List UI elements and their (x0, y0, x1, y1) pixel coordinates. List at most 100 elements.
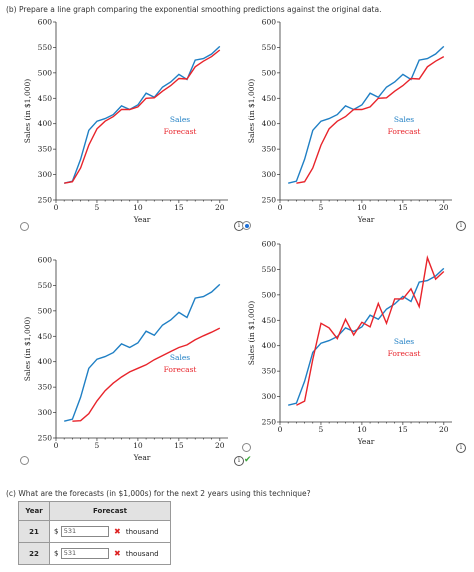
y-tick-label: 350 (262, 145, 277, 154)
y-tick-label: 550 (38, 281, 53, 290)
legend-sales: Sales (170, 115, 190, 124)
x-tick-label: 15 (398, 203, 408, 212)
y-tick-label: 450 (262, 316, 277, 325)
incorrect-x-icon: ✖ (113, 526, 121, 536)
legend-forecast: Forecast (164, 127, 197, 136)
x-tick-label: 15 (174, 203, 184, 212)
y-tick-label: 500 (38, 306, 53, 315)
y-tick-label: 550 (262, 43, 277, 52)
y-tick-label: 550 (262, 265, 277, 274)
y-tick-label: 250 (262, 196, 277, 205)
part-b-text: Prepare a line graph comparing the expon… (19, 5, 382, 14)
sales-series-line (64, 283, 221, 422)
currency-symbol: $ (54, 549, 59, 558)
option-radio-top-right[interactable] (242, 221, 251, 230)
x-axis-title: Year (133, 453, 151, 462)
y-axis-title: Sales (in $1,000) (247, 79, 256, 143)
x-tick-label: 20 (215, 203, 225, 212)
x-tick-label: 0 (54, 203, 59, 212)
info-glyph: i (238, 457, 240, 464)
forecast-table: Year Forecast 21 $ 531 ✖ thousand 22 $ 5… (18, 501, 171, 565)
y-tick-label: 250 (262, 418, 277, 427)
info-icon-bottom-left[interactable]: i (234, 456, 244, 466)
x-tick-label: 5 (319, 203, 324, 212)
chart-top-right: 250 300 350 400 450 500 550 600 0 5 10 15 20 Year Sale… (247, 18, 452, 224)
sales-series-line (64, 45, 221, 184)
x-tick-label: 20 (439, 425, 449, 434)
x-tick-label: 10 (357, 203, 367, 212)
x-tick-label: 5 (95, 441, 100, 450)
part-b-question: (b) Prepare a line graph comparing the e… (6, 5, 381, 14)
x-tick-label: 0 (278, 425, 283, 434)
option-radio-bottom-right[interactable] (242, 443, 251, 452)
year-cell: 22 (18, 542, 50, 565)
forecast-series-line (296, 55, 445, 184)
sales-series-line (288, 45, 445, 184)
info-icon-bottom-right[interactable]: i (456, 443, 466, 453)
chart-top-left: 250 300 350 400 450 500 550 600 0 5 10 15 20 Year Sale… (23, 18, 228, 224)
info-icon-top-right[interactable]: i (456, 221, 466, 231)
y-tick-label: 300 (38, 170, 53, 179)
chart-bottom-right: 250 300 350 400 450 500 550 600 0 5 10 15 20 Year Sale… (247, 240, 452, 446)
part-c-text: What are the forecasts (in $1,000s) for … (18, 489, 311, 498)
y-tick-label: 450 (262, 94, 277, 103)
legend-forecast: Forecast (388, 349, 421, 358)
part-c-label: (c) (6, 489, 16, 498)
legend-forecast: Forecast (164, 365, 197, 374)
currency-symbol: $ (54, 527, 59, 536)
y-axis-title: Sales (in $1,000) (247, 301, 256, 365)
x-tick-label: 15 (398, 425, 408, 434)
unit-label: thousand (125, 549, 159, 558)
forecast-cell: $ 531 ✖ thousand (49, 542, 171, 565)
x-tick-label: 20 (439, 203, 449, 212)
y-tick-label: 350 (38, 383, 53, 392)
table-header-row: Year Forecast (18, 501, 171, 521)
x-tick-label: 0 (278, 203, 283, 212)
option-radio-top-left[interactable] (20, 222, 29, 231)
x-tick-label: 5 (319, 425, 324, 434)
year-cell: 21 (18, 520, 50, 543)
legend-sales: Sales (170, 353, 190, 362)
x-tick-label: 15 (174, 441, 184, 450)
y-tick-label: 450 (38, 332, 53, 341)
legend-sales: Sales (394, 337, 414, 346)
y-tick-label: 600 (262, 18, 277, 27)
x-axis-title: Year (357, 437, 375, 446)
legend-forecast: Forecast (388, 127, 421, 136)
legend-sales: Sales (394, 115, 414, 124)
y-axis-title: Sales (in $1,000) (23, 317, 32, 381)
x-tick-label: 0 (54, 441, 59, 450)
forecast-input-21[interactable]: 531 (60, 526, 109, 537)
info-glyph: i (238, 222, 240, 229)
y-tick-label: 550 (38, 43, 53, 52)
forecast-input-22[interactable]: 531 (60, 548, 109, 559)
y-tick-label: 600 (38, 18, 53, 27)
y-tick-label: 300 (262, 170, 277, 179)
option-radio-bottom-left[interactable] (20, 456, 29, 465)
check-icon: ✔ (244, 455, 252, 465)
part-b-label: (b) (6, 5, 17, 14)
x-tick-label: 10 (357, 425, 367, 434)
y-tick-label: 400 (262, 119, 277, 128)
y-tick-label: 250 (38, 196, 53, 205)
y-tick-label: 400 (262, 341, 277, 350)
unit-label: thousand (125, 527, 159, 536)
y-tick-label: 500 (262, 68, 277, 77)
forecast-series-line (296, 255, 445, 406)
y-tick-label: 350 (262, 367, 277, 376)
x-tick-label: 20 (215, 441, 225, 450)
x-tick-label: 10 (133, 203, 143, 212)
y-tick-label: 500 (38, 68, 53, 77)
y-tick-label: 300 (262, 392, 277, 401)
x-tick-label: 5 (95, 203, 100, 212)
y-axis-title: Sales (in $1,000) (23, 79, 32, 143)
forecast-series-line (64, 49, 221, 184)
y-tick-label: 600 (262, 240, 277, 249)
forecast-series-line (72, 327, 221, 422)
y-tick-label: 250 (38, 434, 53, 443)
y-tick-label: 400 (38, 357, 53, 366)
chart-bottom-left: 250 300 350 400 450 500 550 600 0 5 10 15 20 Year Sale… (23, 256, 228, 462)
sales-series-line (288, 267, 445, 406)
info-glyph: i (460, 444, 462, 451)
header-forecast: Forecast (49, 501, 171, 521)
